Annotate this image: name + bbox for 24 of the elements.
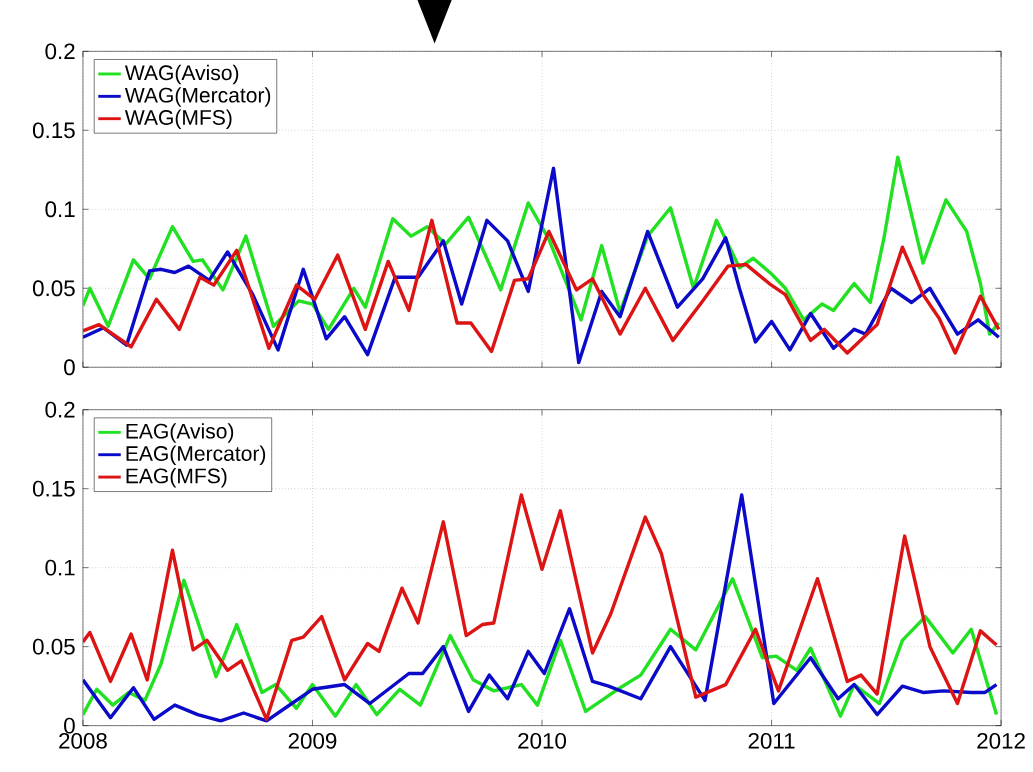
legend-label: EAG(Mercator) <box>126 445 266 466</box>
legend-label: WAG(Aviso) <box>124 64 239 85</box>
y-tick-label: 0.2 <box>45 401 75 418</box>
y-tick-label: 0.1 <box>45 559 75 576</box>
x-tick-label: 2008 <box>59 732 107 749</box>
y-tick-label: 0.05 <box>32 638 75 655</box>
y-tick-label: 0.15 <box>32 122 75 139</box>
y-tick-label: 0.05 <box>32 280 75 297</box>
x-tick-label: 2010 <box>518 732 567 749</box>
line-series <box>82 577 999 718</box>
y-tick-label: 0.15 <box>32 480 75 497</box>
legend-label: WAG(MFS) <box>124 109 232 130</box>
line-series <box>82 218 1001 355</box>
x-tick-label: 2011 <box>748 732 795 749</box>
y-tick-label: 0 <box>64 717 75 734</box>
line-series <box>82 166 1001 365</box>
legend-label: EAG(Aviso) <box>126 423 234 443</box>
y-tick-label: 0 <box>64 359 75 376</box>
legend-label: WAG(Mercator) <box>124 87 271 107</box>
y-tick-label: 0.2 <box>45 43 75 60</box>
legend-label: EAG(MFS) <box>126 467 227 488</box>
x-tick-label: 2012 <box>977 732 1025 749</box>
x-tick-label: 2009 <box>288 732 337 749</box>
y-tick-label: 0.1 <box>45 201 75 218</box>
